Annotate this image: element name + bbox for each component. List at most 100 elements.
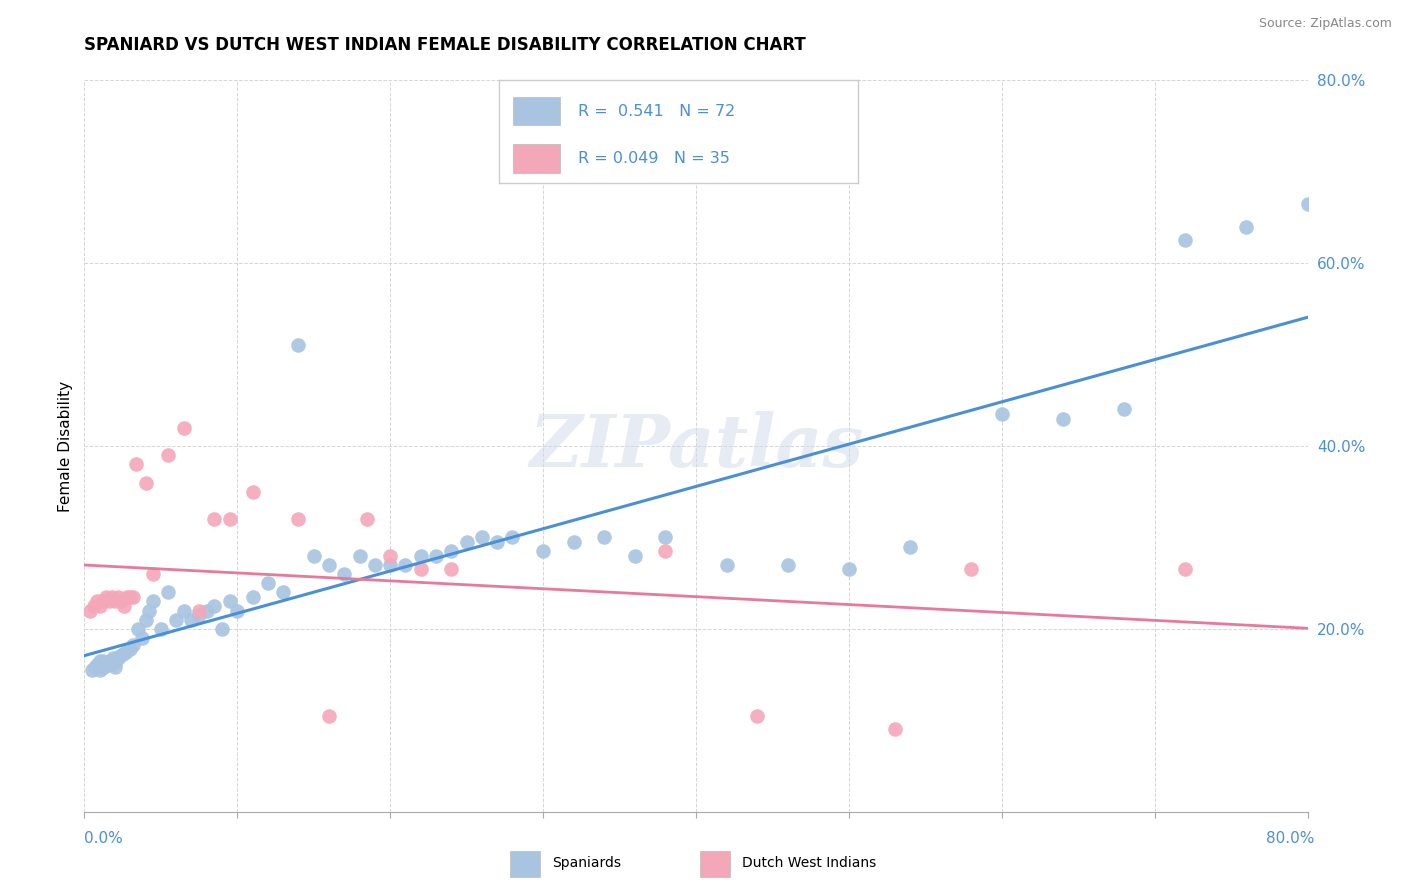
Point — [112, 599, 135, 613]
Point — [838, 562, 860, 576]
Point — [120, 642, 142, 657]
Point — [380, 558, 402, 572]
Point — [242, 484, 264, 499]
Text: R =  0.541   N = 72: R = 0.541 N = 72 — [578, 103, 735, 119]
Point — [122, 590, 145, 604]
Point — [125, 458, 148, 472]
Point — [115, 590, 138, 604]
Point — [1052, 411, 1074, 425]
Y-axis label: Female Disability: Female Disability — [58, 380, 73, 512]
Point — [440, 544, 463, 558]
Point — [409, 562, 432, 576]
Point — [380, 549, 402, 563]
Point — [114, 645, 136, 659]
Point — [624, 549, 647, 563]
Text: R = 0.049   N = 35: R = 0.049 N = 35 — [578, 151, 730, 166]
Point — [257, 576, 280, 591]
Point — [883, 723, 905, 737]
Point — [157, 585, 180, 599]
Point — [202, 599, 225, 613]
Point — [502, 530, 524, 544]
Point — [1234, 219, 1257, 234]
Point — [84, 660, 107, 674]
Point — [195, 603, 218, 617]
Point — [271, 585, 294, 599]
Point — [218, 512, 240, 526]
Point — [110, 594, 132, 608]
Point — [107, 590, 129, 604]
Point — [394, 558, 416, 572]
Point — [90, 657, 112, 671]
Point — [409, 549, 432, 563]
Point — [96, 658, 118, 673]
Point — [80, 663, 103, 677]
Bar — [513, 96, 560, 126]
Point — [107, 651, 129, 665]
Point — [149, 622, 172, 636]
Point — [138, 603, 160, 617]
Point — [94, 658, 117, 673]
Point — [333, 567, 356, 582]
Point — [747, 708, 769, 723]
Point — [486, 535, 509, 549]
Point — [1174, 233, 1197, 247]
Point — [101, 590, 124, 604]
Text: Source: ZipAtlas.com: Source: ZipAtlas.com — [1258, 17, 1392, 29]
Point — [89, 599, 111, 613]
Point — [471, 530, 494, 544]
Text: 0.0%: 0.0% — [84, 831, 124, 846]
Bar — [510, 851, 540, 877]
Point — [104, 594, 127, 608]
Point — [89, 654, 111, 668]
Point — [440, 562, 463, 576]
Point — [94, 590, 117, 604]
Point — [122, 638, 145, 652]
Point — [111, 648, 134, 662]
Point — [180, 613, 202, 627]
Text: Spaniards: Spaniards — [553, 856, 621, 870]
Point — [1296, 196, 1319, 211]
Point — [91, 594, 114, 608]
Point — [349, 549, 371, 563]
Point — [211, 622, 233, 636]
Bar — [700, 851, 730, 877]
Point — [97, 594, 120, 608]
Point — [318, 558, 340, 572]
Point — [91, 654, 114, 668]
Point — [120, 590, 142, 604]
Point — [562, 535, 585, 549]
Point — [318, 708, 340, 723]
Point — [456, 535, 478, 549]
Point — [135, 475, 157, 490]
Point — [425, 549, 447, 563]
Point — [83, 599, 105, 613]
Point — [287, 512, 309, 526]
Point — [142, 567, 165, 582]
Point — [93, 660, 115, 674]
Text: ZIPatlas: ZIPatlas — [529, 410, 863, 482]
Point — [105, 654, 128, 668]
Point — [127, 622, 149, 636]
Point — [202, 512, 225, 526]
Point — [531, 544, 554, 558]
Point — [1174, 562, 1197, 576]
Point — [287, 338, 309, 352]
Point — [108, 649, 131, 664]
Point — [1114, 402, 1136, 417]
Point — [302, 549, 325, 563]
Point — [593, 530, 616, 544]
Point — [79, 603, 101, 617]
Point — [218, 594, 240, 608]
Text: 80.0%: 80.0% — [1267, 831, 1315, 846]
Point — [716, 558, 738, 572]
Point — [173, 603, 195, 617]
Point — [101, 657, 124, 671]
Point — [142, 594, 165, 608]
Point — [991, 407, 1014, 421]
Text: Dutch West Indians: Dutch West Indians — [742, 856, 876, 870]
Point — [898, 540, 921, 554]
Text: SPANIARD VS DUTCH WEST INDIAN FEMALE DISABILITY CORRELATION CHART: SPANIARD VS DUTCH WEST INDIAN FEMALE DIS… — [84, 36, 806, 54]
Point — [165, 613, 187, 627]
Point — [86, 594, 108, 608]
Point — [157, 448, 180, 462]
